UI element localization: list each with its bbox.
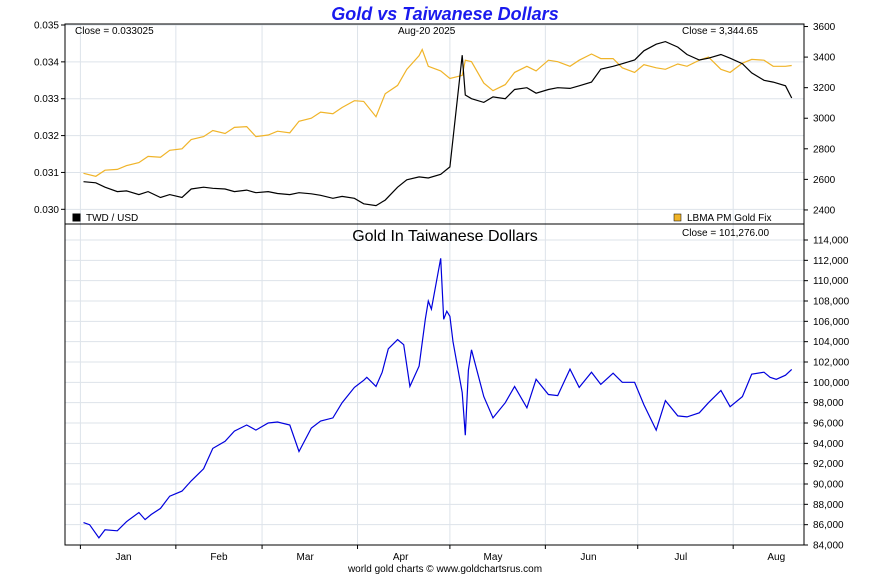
top-right-axis: 2400 2600 2800 3000 3200 3400 3600 — [804, 22, 836, 216]
y-right-tick-label: 90,000 — [813, 480, 844, 491]
y-right-tick-label: 110,000 — [813, 276, 849, 287]
y-right-tick-label: 2600 — [813, 175, 836, 186]
y-right-tick-label: 88,000 — [813, 500, 844, 511]
bottom-panel-title: Gold In Taiwanese Dollars — [352, 228, 538, 245]
bottom-close-label: Close = 101,276.00 — [682, 228, 769, 239]
y-right-tick-label: 96,000 — [813, 419, 844, 430]
x-tick-label: Jun — [580, 552, 596, 563]
y-right-tick-label: 2800 — [813, 144, 836, 155]
series-line-lbma-gold-fix — [83, 47, 792, 177]
y-right-tick-label: 86,000 — [813, 520, 844, 531]
x-tick-label: May — [484, 552, 503, 563]
y-left-tick-label: 0.034 — [34, 57, 59, 68]
y-right-tick-label: 102,000 — [813, 358, 850, 369]
top-left-axis: 0.030 0.031 0.032 0.033 0.034 0.035 — [34, 21, 65, 216]
series-line-twd-usd — [83, 40, 793, 207]
x-tick-label: Apr — [393, 552, 409, 563]
close-left-label: Close = 0.033025 — [75, 26, 154, 37]
x-tick-label: Mar — [297, 552, 315, 563]
y-right-tick-label: 94,000 — [813, 439, 844, 450]
x-tick-label: Jan — [115, 552, 131, 563]
x-tick-label: Jul — [674, 552, 687, 563]
y-right-tick-label: 92,000 — [813, 459, 844, 470]
y-right-tick-label: 112,000 — [813, 256, 849, 267]
date-label: Aug-20 2025 — [398, 26, 456, 37]
y-right-tick-label: 98,000 — [813, 398, 844, 409]
y-right-tick-label: 3400 — [813, 53, 836, 64]
y-left-tick-label: 0.032 — [34, 131, 59, 142]
x-tick-label: Aug — [767, 552, 785, 563]
legend-swatch-gold — [673, 213, 682, 222]
series-line-gold-in-twd — [83, 258, 793, 539]
x-axis: Jan Feb Mar Apr May Jun Jul Aug — [79, 545, 785, 563]
y-right-tick-label: 3600 — [813, 22, 836, 33]
y-right-tick-label: 104,000 — [813, 337, 850, 348]
bottom-panel-grid — [65, 224, 804, 546]
top-panel-grid — [65, 24, 804, 224]
y-right-tick-label: 3000 — [813, 114, 836, 125]
legend-label-gold: LBMA PM Gold Fix — [687, 213, 771, 224]
y-left-tick-label: 0.035 — [34, 21, 59, 32]
close-right-label: Close = 3,344.65 — [682, 26, 758, 37]
y-right-tick-label: 114,000 — [813, 236, 849, 247]
plot-frame — [64, 23, 805, 546]
series-layer — [83, 40, 793, 539]
x-tick-label: Feb — [210, 552, 228, 563]
bottom-right-axis: 84,000 86,000 88,000 90,000 92,000 94,000 96,0… — [804, 236, 850, 552]
y-right-tick-label: 84,000 — [813, 541, 844, 552]
footer-credit: world gold charts © www.goldchartsrus.co… — [347, 564, 542, 575]
y-left-tick-label: 0.031 — [34, 168, 59, 179]
y-right-tick-label: 100,000 — [813, 378, 850, 389]
legend-label-twd: TWD / USD — [86, 213, 138, 224]
y-left-tick-label: 0.030 — [34, 205, 59, 216]
y-right-tick-label: 108,000 — [813, 297, 850, 308]
y-right-tick-label: 2400 — [813, 205, 836, 216]
y-left-tick-label: 0.033 — [34, 94, 59, 105]
y-right-tick-label: 106,000 — [813, 317, 850, 328]
legend-swatch-twd — [72, 213, 81, 222]
chart-title: Gold vs Taiwanese Dollars — [331, 4, 558, 24]
y-right-tick-label: 3200 — [813, 83, 836, 94]
